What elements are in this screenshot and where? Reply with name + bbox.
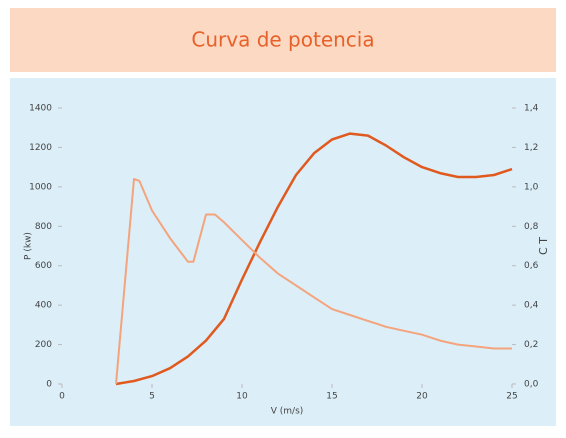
x-tick-label: 20 <box>416 392 428 402</box>
x-tick-label: 10 <box>236 392 248 402</box>
x-tick-label: 25 <box>506 392 517 402</box>
x-axis-label: V (m/s) <box>271 407 304 417</box>
header-band <box>10 8 556 72</box>
y2-tick-label: 0,0 <box>524 380 539 390</box>
y2-tick-label: 1,4 <box>524 104 539 114</box>
y-tick-label: 1200 <box>29 143 52 153</box>
x-tick-label: 5 <box>149 392 155 402</box>
y-axis-label: P (kw) <box>24 232 34 260</box>
plot-background <box>10 78 556 426</box>
y2-tick-label: 1,0 <box>524 182 539 192</box>
series-line <box>115 178 512 385</box>
y-tick-label: 0 <box>46 380 52 390</box>
y2-tick-label: 0,4 <box>524 301 539 311</box>
x-tick-label: 15 <box>326 392 337 402</box>
y2-tick-label: 0,2 <box>524 340 538 350</box>
y2-tick-label: 0,6 <box>524 261 539 271</box>
y2-tick-label: 0,8 <box>524 222 539 232</box>
y-tick-label: 600 <box>35 261 52 271</box>
x-tick-label: 0 <box>59 392 65 402</box>
y-tick-label: 1400 <box>29 104 52 114</box>
y2-tick-label: 1,2 <box>524 143 538 153</box>
y-tick-label: 800 <box>35 222 52 232</box>
y-tick-label: 1000 <box>29 182 52 192</box>
y-tick-label: 200 <box>35 340 52 350</box>
y2-axis-label: C T <box>537 237 550 255</box>
y-tick-label: 400 <box>35 301 52 311</box>
series-line <box>115 132 513 386</box>
chart-title: Curva de potencia <box>191 28 374 52</box>
